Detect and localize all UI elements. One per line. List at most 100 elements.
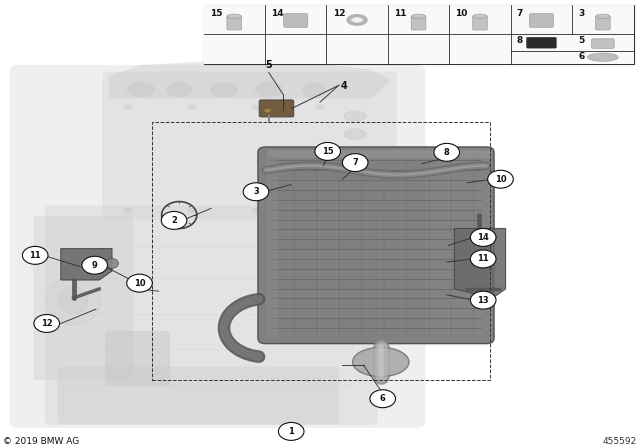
Text: 8: 8: [444, 148, 449, 157]
Bar: [204, 5, 634, 64]
Bar: [511, 34, 634, 51]
Ellipse shape: [127, 82, 155, 97]
FancyBboxPatch shape: [595, 16, 611, 30]
Ellipse shape: [188, 208, 196, 213]
Ellipse shape: [227, 14, 241, 18]
Text: 11: 11: [29, 251, 41, 260]
Circle shape: [370, 390, 396, 408]
Ellipse shape: [352, 17, 362, 22]
FancyBboxPatch shape: [527, 37, 556, 48]
Circle shape: [278, 422, 304, 440]
Ellipse shape: [316, 208, 324, 213]
Text: 13: 13: [477, 296, 489, 305]
FancyBboxPatch shape: [529, 13, 554, 27]
Circle shape: [243, 183, 269, 201]
Circle shape: [470, 250, 496, 268]
Polygon shape: [61, 249, 112, 280]
Circle shape: [127, 274, 152, 292]
Text: 11: 11: [394, 9, 406, 18]
Text: 3: 3: [579, 9, 584, 18]
FancyBboxPatch shape: [227, 16, 242, 30]
FancyBboxPatch shape: [284, 13, 308, 27]
FancyBboxPatch shape: [591, 39, 614, 48]
Circle shape: [434, 143, 460, 161]
Ellipse shape: [255, 82, 283, 97]
Text: 12: 12: [333, 9, 345, 18]
Ellipse shape: [473, 14, 487, 18]
Ellipse shape: [588, 53, 618, 61]
FancyBboxPatch shape: [45, 205, 378, 425]
Circle shape: [82, 256, 108, 274]
Ellipse shape: [302, 82, 325, 97]
Circle shape: [34, 314, 60, 332]
Circle shape: [161, 211, 187, 229]
Text: 8: 8: [517, 36, 523, 45]
Text: 9: 9: [92, 261, 97, 270]
Text: 7: 7: [353, 158, 358, 167]
Text: 10: 10: [456, 9, 468, 18]
Circle shape: [470, 291, 496, 309]
Ellipse shape: [316, 105, 324, 110]
Bar: [266, 151, 277, 338]
FancyBboxPatch shape: [411, 16, 426, 30]
Ellipse shape: [47, 276, 101, 325]
Text: 1: 1: [288, 427, 294, 436]
Ellipse shape: [188, 105, 196, 110]
Text: © 2019 BMW AG: © 2019 BMW AG: [3, 437, 79, 446]
Bar: [204, 34, 511, 64]
Circle shape: [342, 154, 368, 172]
Ellipse shape: [252, 208, 260, 213]
FancyBboxPatch shape: [58, 366, 339, 425]
Ellipse shape: [344, 164, 367, 176]
Circle shape: [22, 246, 48, 264]
FancyBboxPatch shape: [472, 16, 488, 30]
FancyBboxPatch shape: [106, 332, 170, 385]
Ellipse shape: [596, 14, 610, 18]
Ellipse shape: [348, 15, 367, 25]
Bar: [152, 122, 490, 380]
Ellipse shape: [124, 208, 132, 213]
Text: 4: 4: [341, 81, 348, 91]
Text: 6: 6: [579, 52, 584, 61]
Text: 10: 10: [495, 175, 506, 184]
Ellipse shape: [344, 146, 367, 158]
Ellipse shape: [166, 82, 192, 97]
Text: 11: 11: [477, 254, 489, 263]
Circle shape: [315, 142, 340, 160]
Ellipse shape: [124, 105, 132, 110]
Ellipse shape: [344, 111, 367, 122]
Ellipse shape: [252, 105, 260, 110]
Bar: [204, 5, 634, 34]
Text: 5: 5: [579, 36, 584, 45]
Text: 7: 7: [517, 9, 524, 18]
Ellipse shape: [353, 348, 409, 376]
Polygon shape: [454, 228, 506, 298]
Text: 5: 5: [266, 60, 272, 70]
Ellipse shape: [60, 287, 88, 314]
Text: 12: 12: [41, 319, 52, 328]
Text: 455592: 455592: [602, 437, 637, 446]
FancyBboxPatch shape: [259, 100, 294, 117]
Text: 15: 15: [322, 147, 333, 156]
Ellipse shape: [106, 258, 118, 268]
Text: 14: 14: [271, 9, 284, 18]
Text: 10: 10: [134, 279, 145, 288]
Text: 14: 14: [477, 233, 489, 242]
Ellipse shape: [264, 109, 271, 112]
Text: 3: 3: [253, 187, 259, 196]
Circle shape: [488, 170, 513, 188]
FancyBboxPatch shape: [10, 65, 426, 428]
Text: 2: 2: [171, 216, 177, 225]
Ellipse shape: [412, 14, 426, 18]
Polygon shape: [109, 58, 390, 99]
Bar: [511, 51, 634, 64]
Text: 6: 6: [380, 394, 386, 403]
Text: 15: 15: [210, 9, 222, 18]
Ellipse shape: [344, 129, 367, 140]
Circle shape: [470, 228, 496, 246]
Bar: [268, 150, 490, 158]
FancyBboxPatch shape: [33, 216, 133, 380]
FancyBboxPatch shape: [102, 72, 397, 220]
Ellipse shape: [210, 82, 238, 97]
FancyBboxPatch shape: [258, 147, 494, 344]
